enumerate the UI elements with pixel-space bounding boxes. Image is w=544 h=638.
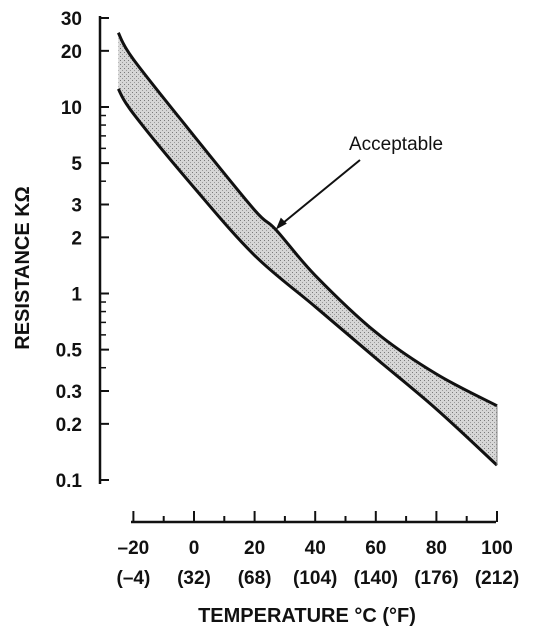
x-tick-label-f: (32): [177, 568, 211, 589]
y-tick-label: 0.2: [56, 415, 82, 436]
lower-limit-line: [116, 88, 499, 467]
y-tick-label: 0.3: [56, 382, 82, 403]
y-tick-label: 3: [71, 196, 82, 217]
y-tick-label: 10: [61, 98, 82, 119]
y-tick-label: 0.1: [56, 471, 83, 492]
x-tick-label: 20: [244, 538, 265, 559]
upper-limit-line: [116, 32, 498, 408]
x-axis-title: TEMPERATURE °C (°F): [198, 605, 416, 627]
x-tick-label: 40: [305, 538, 326, 559]
x-tick-label: 100: [481, 538, 513, 559]
x-tick-label-f: (68): [238, 568, 272, 589]
y-tick-label: 0.5: [56, 341, 83, 362]
x-tick-label: 60: [365, 538, 386, 559]
y-tick-label: 30: [61, 9, 82, 30]
x-tick-label-f: (176): [414, 568, 458, 589]
x-tick-label-f: (–4): [117, 568, 151, 589]
y-tick-label: 20: [61, 42, 82, 63]
x-tick-label-f: (140): [354, 568, 398, 589]
y-tick-label: 1: [71, 284, 82, 305]
y-axis-title: RESISTANCE KΩ: [12, 186, 34, 349]
x-tick-label: –20: [118, 538, 150, 559]
annotation-arrowhead: [275, 217, 287, 230]
x-tick-label: 0: [189, 538, 200, 559]
x-tick-label-f: (212): [475, 568, 519, 589]
y-tick-label: 5: [71, 154, 82, 175]
annotation-label: Acceptable: [349, 134, 443, 155]
x-tick-label-f: (104): [293, 568, 337, 589]
annotation-leader-line: [279, 159, 361, 227]
x-tick-label: 80: [426, 538, 447, 559]
y-tick-label: 2: [71, 228, 82, 249]
acceptable-band: [118, 32, 498, 466]
